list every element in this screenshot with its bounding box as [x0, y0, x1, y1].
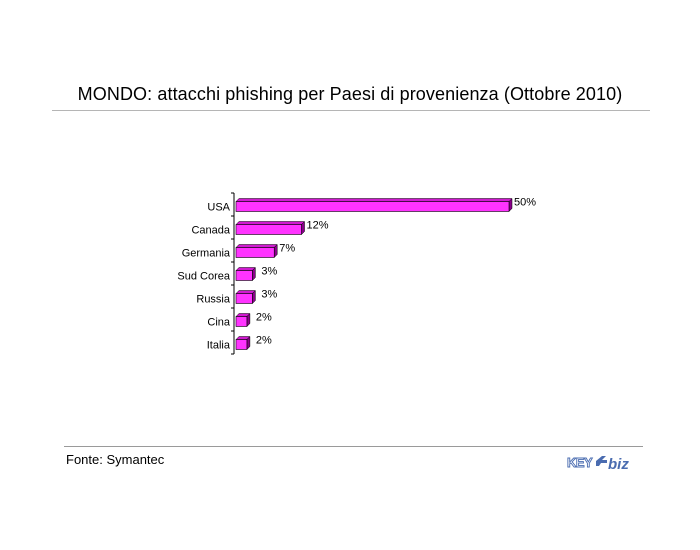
bar [235, 243, 278, 259]
bar [235, 289, 256, 305]
category-label: Italia [207, 340, 231, 352]
value-label: 50% [514, 197, 536, 209]
chart-title: MONDO: attacchi phishing per Paesi di pr… [77, 84, 623, 104]
category-label: Cina [207, 317, 231, 329]
bar-top-face [235, 244, 278, 248]
bar-front-face [235, 316, 248, 327]
bar-front-face [235, 339, 248, 350]
bar-top-face [235, 198, 513, 202]
bar-front-face [235, 224, 302, 235]
value-labels: 50%12%7%3%3%2%2% [256, 197, 536, 347]
value-label: 2% [256, 335, 272, 347]
bar-front-face [235, 201, 510, 212]
category-label: Canada [191, 225, 230, 237]
category-label: Russia [196, 294, 231, 306]
value-label: 2% [256, 312, 272, 324]
title-divider [52, 110, 650, 111]
bar [235, 335, 251, 351]
source-note: Fonte: Symantec [66, 452, 165, 467]
bar [235, 197, 513, 213]
svg-text:KEY: KEY [567, 455, 593, 470]
value-label: 3% [261, 289, 277, 301]
category-label: Germania [182, 248, 231, 260]
value-label: 7% [279, 243, 295, 255]
bar-top-face [235, 290, 256, 294]
category-labels: USA Canada Germania Sud Corea Russia Cina Ital… [177, 202, 230, 352]
y-axis [231, 192, 235, 355]
key4biz-logo: KEY biz [567, 455, 630, 473]
value-label: 3% [261, 266, 277, 278]
bar-front-face [235, 270, 253, 281]
value-label: 12% [307, 220, 329, 232]
bar [235, 220, 306, 236]
footer-divider [64, 446, 643, 447]
bars [235, 197, 513, 351]
category-label: USA [207, 202, 230, 214]
category-label: Sud Corea [177, 271, 230, 283]
bar [235, 312, 251, 328]
bar-top-face [235, 221, 306, 225]
svg-text:biz: biz [608, 456, 629, 473]
bar-top-face [235, 267, 256, 271]
bar-front-face [235, 293, 253, 304]
bar-front-face [235, 247, 275, 258]
bar [235, 266, 256, 282]
